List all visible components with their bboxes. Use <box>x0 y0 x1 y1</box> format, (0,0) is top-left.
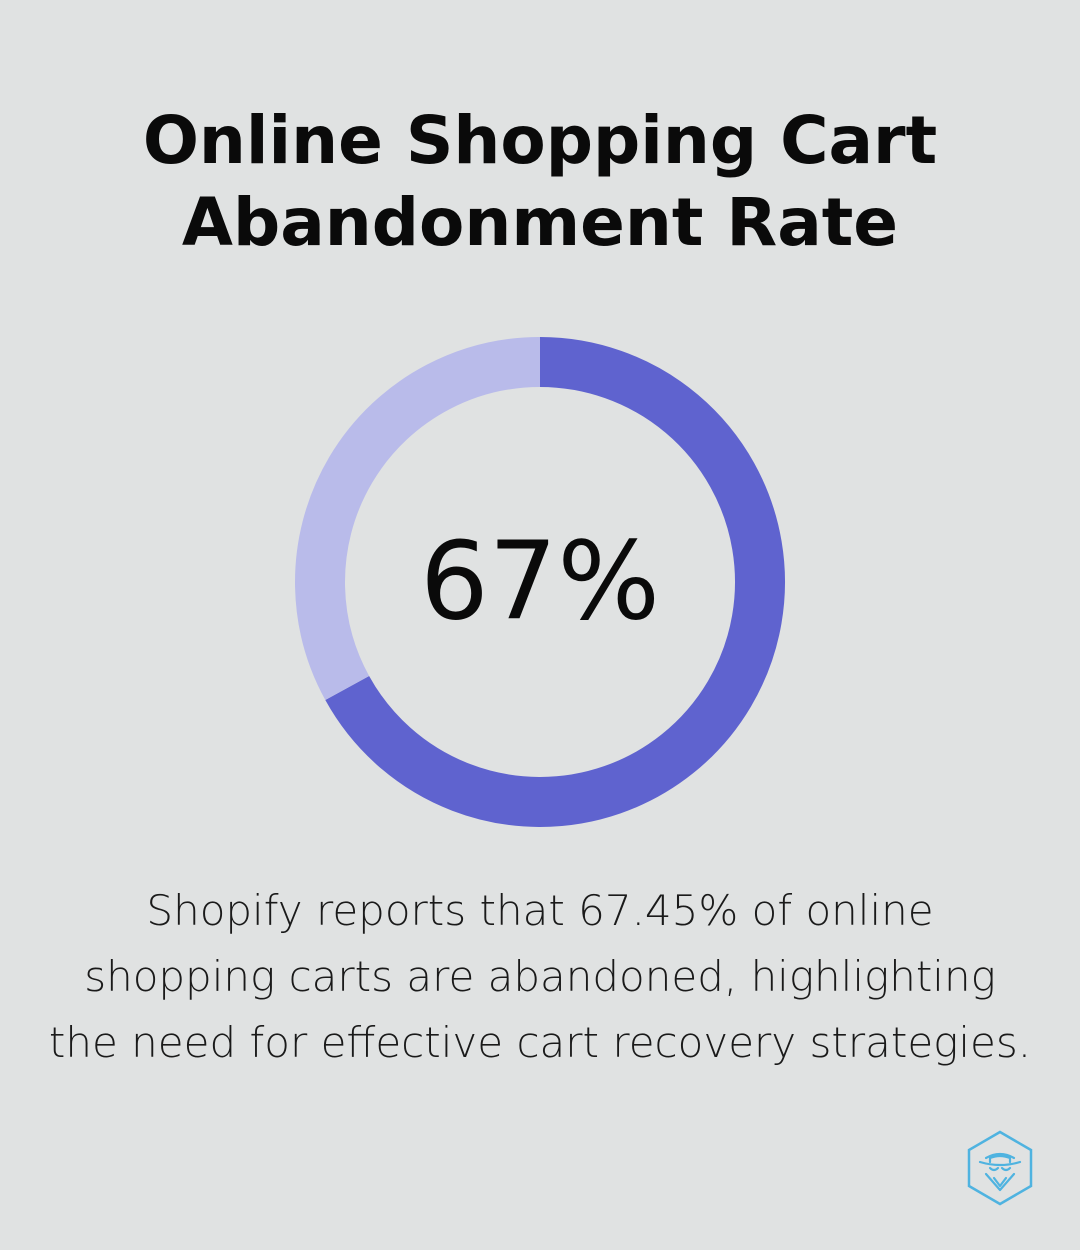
donut-chart: 67% <box>290 332 790 832</box>
donut-chart-svg: 67% <box>295 337 785 827</box>
donut-slice-remainder <box>295 337 541 701</box>
chart-title: Online Shopping Cart Abandonment Rate <box>0 100 1080 264</box>
donut-center-value: 67% <box>420 520 660 645</box>
caption-line-2: shopping carts are abandoned, highlighti… <box>84 952 996 1001</box>
caption-line-1: Shopify reports that 67.45% of online <box>146 886 934 935</box>
caption-line-3: the need for effective cart recovery str… <box>48 1018 1032 1067</box>
chart-title-line-1: Online Shopping Cart <box>142 102 938 179</box>
caption: Shopify reports that 67.45% of online sh… <box>0 878 1080 1076</box>
chart-title-line-2: Abandonment Rate <box>181 184 899 261</box>
hexagon-spy-hat-icon <box>960 1128 1040 1208</box>
donut-slice-filled <box>325 337 785 827</box>
